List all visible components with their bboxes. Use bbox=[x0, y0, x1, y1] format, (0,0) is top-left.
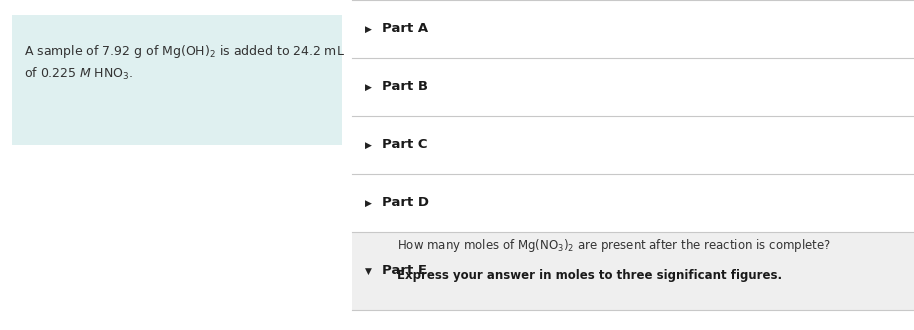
Text: ▶: ▶ bbox=[365, 141, 371, 149]
Text: How many moles of $\mathregular{Mg(NO_3)_2}$ are present after the reaction is c: How many moles of $\mathregular{Mg(NO_3)… bbox=[397, 238, 831, 254]
FancyBboxPatch shape bbox=[352, 310, 914, 330]
Text: A sample of 7.92 g of $\mathregular{Mg(OH)_2}$ is added to 24.2 mL: A sample of 7.92 g of $\mathregular{Mg(O… bbox=[24, 43, 345, 59]
FancyBboxPatch shape bbox=[352, 232, 914, 310]
Text: ▶: ▶ bbox=[365, 24, 371, 34]
Text: Part B: Part B bbox=[382, 81, 428, 93]
FancyBboxPatch shape bbox=[12, 15, 342, 145]
Text: of 0.225 $\mathit{M}$ $\mathregular{HNO_3}$.: of 0.225 $\mathit{M}$ $\mathregular{HNO_… bbox=[24, 66, 133, 82]
Text: Part D: Part D bbox=[382, 196, 429, 210]
Text: Express your answer in moles to three significant figures.: Express your answer in moles to three si… bbox=[397, 269, 782, 281]
Text: ▶: ▶ bbox=[365, 82, 371, 91]
Text: Part A: Part A bbox=[382, 22, 428, 36]
Text: Part C: Part C bbox=[382, 139, 428, 151]
Text: Part E: Part E bbox=[382, 265, 427, 278]
Text: ▶: ▶ bbox=[365, 199, 371, 208]
Text: ▼: ▼ bbox=[365, 267, 371, 276]
